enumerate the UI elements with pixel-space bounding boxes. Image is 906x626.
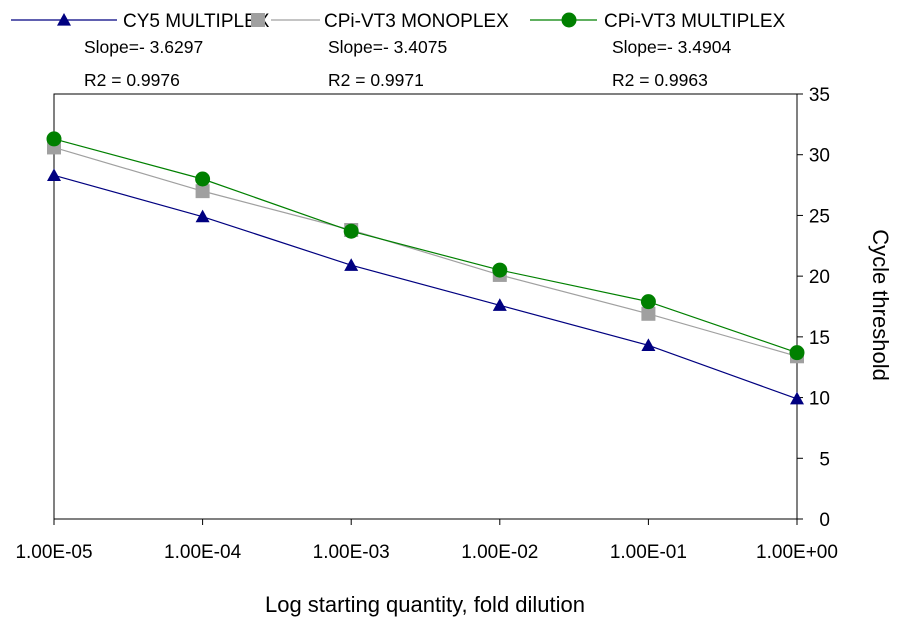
y-axis-title: Cycle threshold <box>868 229 893 381</box>
data-point <box>195 184 210 199</box>
series-annotations: Slope=- 3.6297 R2 = 0.9976 Slope=- 3.4075 R… <box>84 37 731 90</box>
y-tick-label: 20 <box>809 267 830 288</box>
x-axis-ticks: 1.00E-05 1.00E-04 1.00E-03 1.00E-02 1.00E-01… <box>15 519 838 563</box>
x-tick-label: 1.00E-05 <box>15 542 92 563</box>
x-tick-label: 1.00E-02 <box>461 542 538 563</box>
legend-label: CY5 MULTIPLEX <box>123 11 270 32</box>
x-tick-label: 1.00E-03 <box>313 542 390 563</box>
plot-area <box>53 93 798 520</box>
y-tick-label: 10 <box>809 389 830 410</box>
series-line <box>53 146 798 357</box>
slope-annotation: Slope=- 3.4904 <box>612 37 731 57</box>
legend-label: CPi-VT3 MONOPLEX <box>324 11 509 32</box>
y-tick-label: 0 <box>819 510 830 531</box>
legend-marker <box>561 12 577 28</box>
legend-label: CPi-VT3 MULTIPLEX <box>604 11 786 32</box>
data-point <box>46 131 62 147</box>
data-point <box>343 223 359 239</box>
legend-item-cpi-vt3-multiplex: CPi-VT3 MULTIPLEX <box>530 11 786 32</box>
legend-item-cpi-vt3-monoplex: CPi-VT3 MONOPLEX <box>251 11 509 32</box>
y-tick-label: 25 <box>809 206 830 227</box>
series <box>46 131 805 405</box>
slope-annotation: Slope=- 3.4075 <box>328 37 447 57</box>
y-tick-label: 15 <box>809 328 830 349</box>
data-point <box>492 262 508 278</box>
data-point <box>641 338 656 351</box>
data-point <box>492 298 507 311</box>
r2-annotation: R2 = 0.9963 <box>612 70 708 90</box>
r2-annotation: R2 = 0.9976 <box>84 70 180 90</box>
legend-marker <box>251 13 265 27</box>
data-point <box>640 294 656 310</box>
r2-annotation: R2 = 0.9971 <box>328 70 424 90</box>
legend-item-cy5-multiplex: CY5 MULTIPLEX <box>11 11 270 32</box>
series-line <box>53 174 798 400</box>
axes <box>53 93 798 520</box>
legend: CY5 MULTIPLEX CPi-VT3 MONOPLEX CPi-VT3 MUL… <box>11 11 786 32</box>
data-point <box>344 258 359 271</box>
data-point <box>195 171 211 187</box>
series-cpi-vt3-multiplex <box>46 131 805 361</box>
slope-annotation: Slope=- 3.6297 <box>84 37 203 57</box>
x-tick-label: 1.00E-04 <box>164 542 242 563</box>
legend-marker <box>57 13 71 26</box>
y-tick-label: 30 <box>809 146 830 167</box>
data-point <box>790 391 804 405</box>
y-tick-label: 35 <box>809 85 830 106</box>
series-cpi-vt3-monoplex <box>47 140 804 364</box>
y-tick-label: 5 <box>819 449 830 470</box>
data-point <box>641 306 656 321</box>
x-tick-label: 1.00E-01 <box>610 542 687 563</box>
data-point <box>47 168 61 181</box>
x-tick-label: 1.00E+00 <box>756 542 838 563</box>
series-line <box>53 138 798 354</box>
series-cy5-multiplex <box>47 168 804 405</box>
y-axis-ticks: 0 5 10 15 20 25 30 35 <box>797 85 830 531</box>
x-axis-title: Log starting quantity, fold dilution <box>265 592 585 617</box>
data-point <box>195 209 210 223</box>
data-point <box>789 345 805 361</box>
